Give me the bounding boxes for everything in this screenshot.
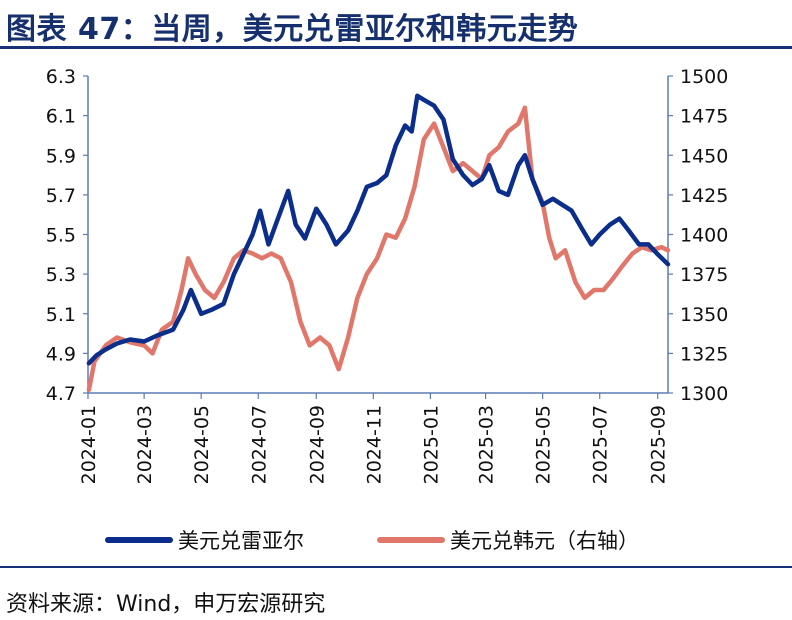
source-divider (0, 566, 792, 568)
left-tick-label: 5.1 (46, 304, 76, 326)
right-tick-label: 1500 (680, 66, 728, 88)
left-tick-label: 5.5 (46, 225, 76, 247)
right-tick-label: 1375 (680, 264, 728, 286)
right-tick-label: 1400 (680, 225, 728, 247)
right-y-axis: 1300 1325 1350 1375 1400 1425 1450 1475 1500 (667, 66, 728, 405)
legend-label-krw: 美元兑韩元（右轴） (450, 529, 639, 553)
line-chart: 2024-01 2024-03 2024-05 2024-07 2024-09 2024-… (46, 66, 729, 553)
left-tick-label: 4.9 (46, 343, 76, 365)
x-tick-label: 2024-07 (248, 405, 270, 484)
left-y-axis: 4.7 4.9 5.1 5.3 5.5 5.7 5.9 6.1 6.3 (46, 66, 89, 405)
source-note: 资料来源：Wind，申万宏源研究 (6, 592, 326, 617)
right-tick-label: 1425 (680, 185, 728, 207)
right-tick-label: 1300 (680, 383, 728, 405)
x-tick-label: 2025-01 (420, 405, 442, 484)
x-tick-label: 2025-07 (590, 405, 612, 484)
left-tick-label: 5.3 (46, 264, 76, 286)
right-tick-label: 1450 (680, 145, 728, 167)
left-tick-label: 6.1 (46, 106, 76, 128)
legend: 美元兑雷亚尔 美元兑韩元（右轴） (105, 529, 639, 553)
x-tick-label: 2025-05 (533, 405, 555, 484)
left-tick-label: 6.3 (46, 66, 76, 88)
left-tick-label: 5.9 (46, 145, 76, 167)
series-layer (86, 93, 671, 393)
series-line-krw (86, 105, 671, 393)
right-tick-label: 1325 (680, 343, 728, 365)
left-tick-label: 4.7 (46, 383, 76, 405)
page-title: 图表 47：当周，美元兑雷亚尔和韩元走势 (6, 12, 579, 47)
x-tick-label: 2025-09 (648, 405, 670, 484)
legend-label-brl: 美元兑雷亚尔 (178, 529, 304, 553)
x-tick-label: 2024-03 (134, 405, 156, 484)
x-tick-label: 2025-03 (476, 405, 498, 484)
x-axis: 2024-01 2024-03 2024-05 2024-07 2024-09 2024-… (78, 392, 670, 484)
right-tick-label: 1475 (680, 106, 728, 128)
x-tick-label: 2024-09 (306, 405, 328, 484)
series-line-brl (86, 93, 671, 366)
right-tick-label: 1350 (680, 304, 728, 326)
x-tick-label: 2024-01 (78, 405, 100, 484)
x-tick-label: 2024-05 (191, 405, 213, 484)
left-tick-label: 5.7 (46, 185, 76, 207)
title-divider (0, 46, 792, 49)
x-tick-label: 2024-11 (363, 405, 385, 484)
